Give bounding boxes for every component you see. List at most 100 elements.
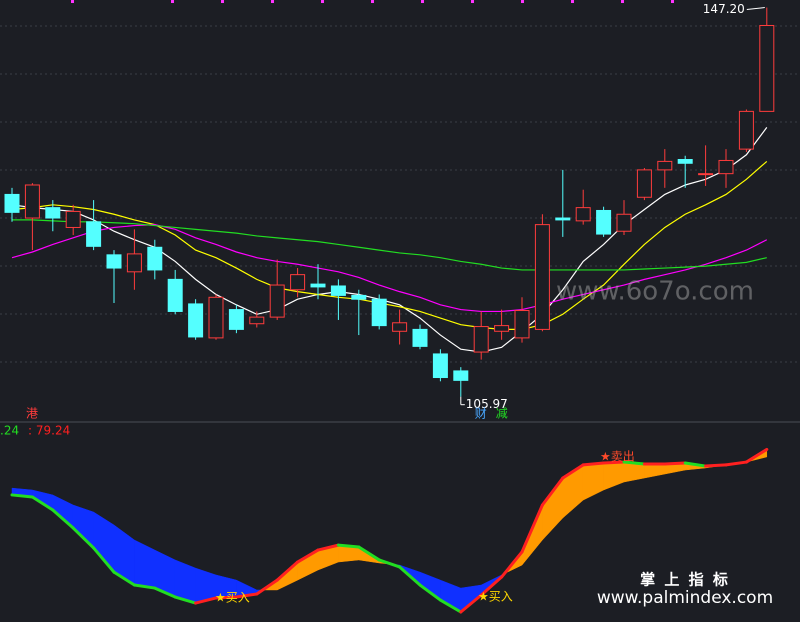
candle-body [188, 303, 204, 338]
candle-body [126, 253, 142, 273]
candle-body [575, 207, 591, 222]
indicator-line [500, 550, 524, 579]
indicator-line [398, 565, 422, 587]
watermark: www.6o7o.com [556, 277, 754, 307]
indicator-line [561, 463, 585, 480]
marker [71, 0, 74, 3]
indicator-line [459, 593, 483, 614]
indicator-line [602, 460, 626, 465]
signal: ★买入 [478, 590, 513, 604]
indicator-line [112, 570, 136, 587]
marker [321, 0, 324, 3]
signal: ★买入 [215, 591, 250, 605]
indicator-line [724, 460, 748, 467]
candle-body [269, 284, 285, 318]
indicator-line [194, 596, 218, 605]
candle-body [555, 217, 571, 221]
marker [671, 0, 674, 3]
marker [621, 0, 624, 3]
candle-body [738, 110, 754, 150]
indicator-line [520, 503, 544, 554]
candle-body [453, 370, 469, 381]
candle-body [473, 326, 489, 353]
moving-average [11, 127, 768, 353]
candle-body [657, 160, 673, 171]
candle-body [412, 328, 428, 347]
moving-average [12, 219, 767, 271]
moving-average [11, 224, 768, 313]
indicator-line [316, 543, 340, 552]
candle-body [677, 159, 693, 164]
indicator-line [377, 558, 402, 569]
brand: 掌 上 指 标 [640, 571, 730, 589]
indicator-line [71, 526, 96, 550]
marker [471, 0, 474, 3]
candle-body [290, 274, 306, 291]
low-label: 105.97 [466, 397, 508, 411]
arrow [746, 7, 765, 11]
indicator-line [51, 508, 75, 530]
candle-body [534, 224, 550, 330]
candle-body [494, 325, 510, 332]
candle-body [371, 298, 387, 327]
marker [521, 0, 524, 3]
top-markers [71, 0, 674, 3]
indicator-line [10, 493, 34, 499]
candle-body [759, 24, 775, 112]
marker [371, 0, 374, 3]
candle-body [718, 159, 734, 175]
indicator-line [683, 461, 708, 468]
candle-body [86, 221, 102, 247]
candle-body [310, 283, 326, 288]
tag: 减 [496, 407, 508, 421]
candle-body [208, 296, 224, 339]
indicator-line [234, 592, 259, 599]
indicator-line [581, 461, 606, 467]
candle-body [4, 193, 20, 213]
candle-body [330, 285, 346, 296]
moving-average [11, 160, 768, 330]
candle-body [228, 309, 244, 330]
indicator-line [622, 460, 646, 466]
indicator-line [30, 495, 55, 512]
indicator-line [336, 543, 361, 549]
candle-body [351, 294, 367, 300]
indicator-line [255, 578, 279, 596]
candle-body [392, 322, 408, 332]
tag: 财 [475, 407, 487, 421]
indicator-line [438, 598, 463, 614]
marker [271, 0, 274, 3]
candle-body [698, 173, 714, 176]
indicator-line [214, 595, 238, 600]
indicator-line [173, 595, 198, 605]
candle-body [147, 246, 163, 271]
marker [571, 0, 574, 3]
marker [221, 0, 224, 3]
marker [171, 0, 174, 3]
indicator-line [418, 583, 442, 602]
indicator-line [92, 546, 116, 574]
candle-body [167, 278, 183, 312]
candle-body [249, 316, 265, 325]
candle-body [514, 310, 530, 339]
site: www.palmindex.com [597, 588, 773, 608]
candle-body [596, 209, 612, 235]
indicator-line [540, 476, 565, 507]
marker [421, 0, 424, 3]
indicator-line [153, 586, 177, 599]
candle-body [616, 213, 632, 232]
indicator-line [744, 447, 769, 464]
indicator-line [479, 575, 504, 597]
indicator-line [663, 461, 687, 466]
indicator-line [275, 560, 300, 582]
indicator-line [357, 545, 381, 562]
candle-body [65, 210, 81, 228]
indicator-line [704, 463, 728, 468]
candle-body [45, 207, 61, 219]
indicator-value: .24 [0, 424, 19, 438]
indicator-line [132, 583, 157, 590]
tag: 港 [26, 407, 38, 421]
indicator-line [296, 548, 320, 564]
